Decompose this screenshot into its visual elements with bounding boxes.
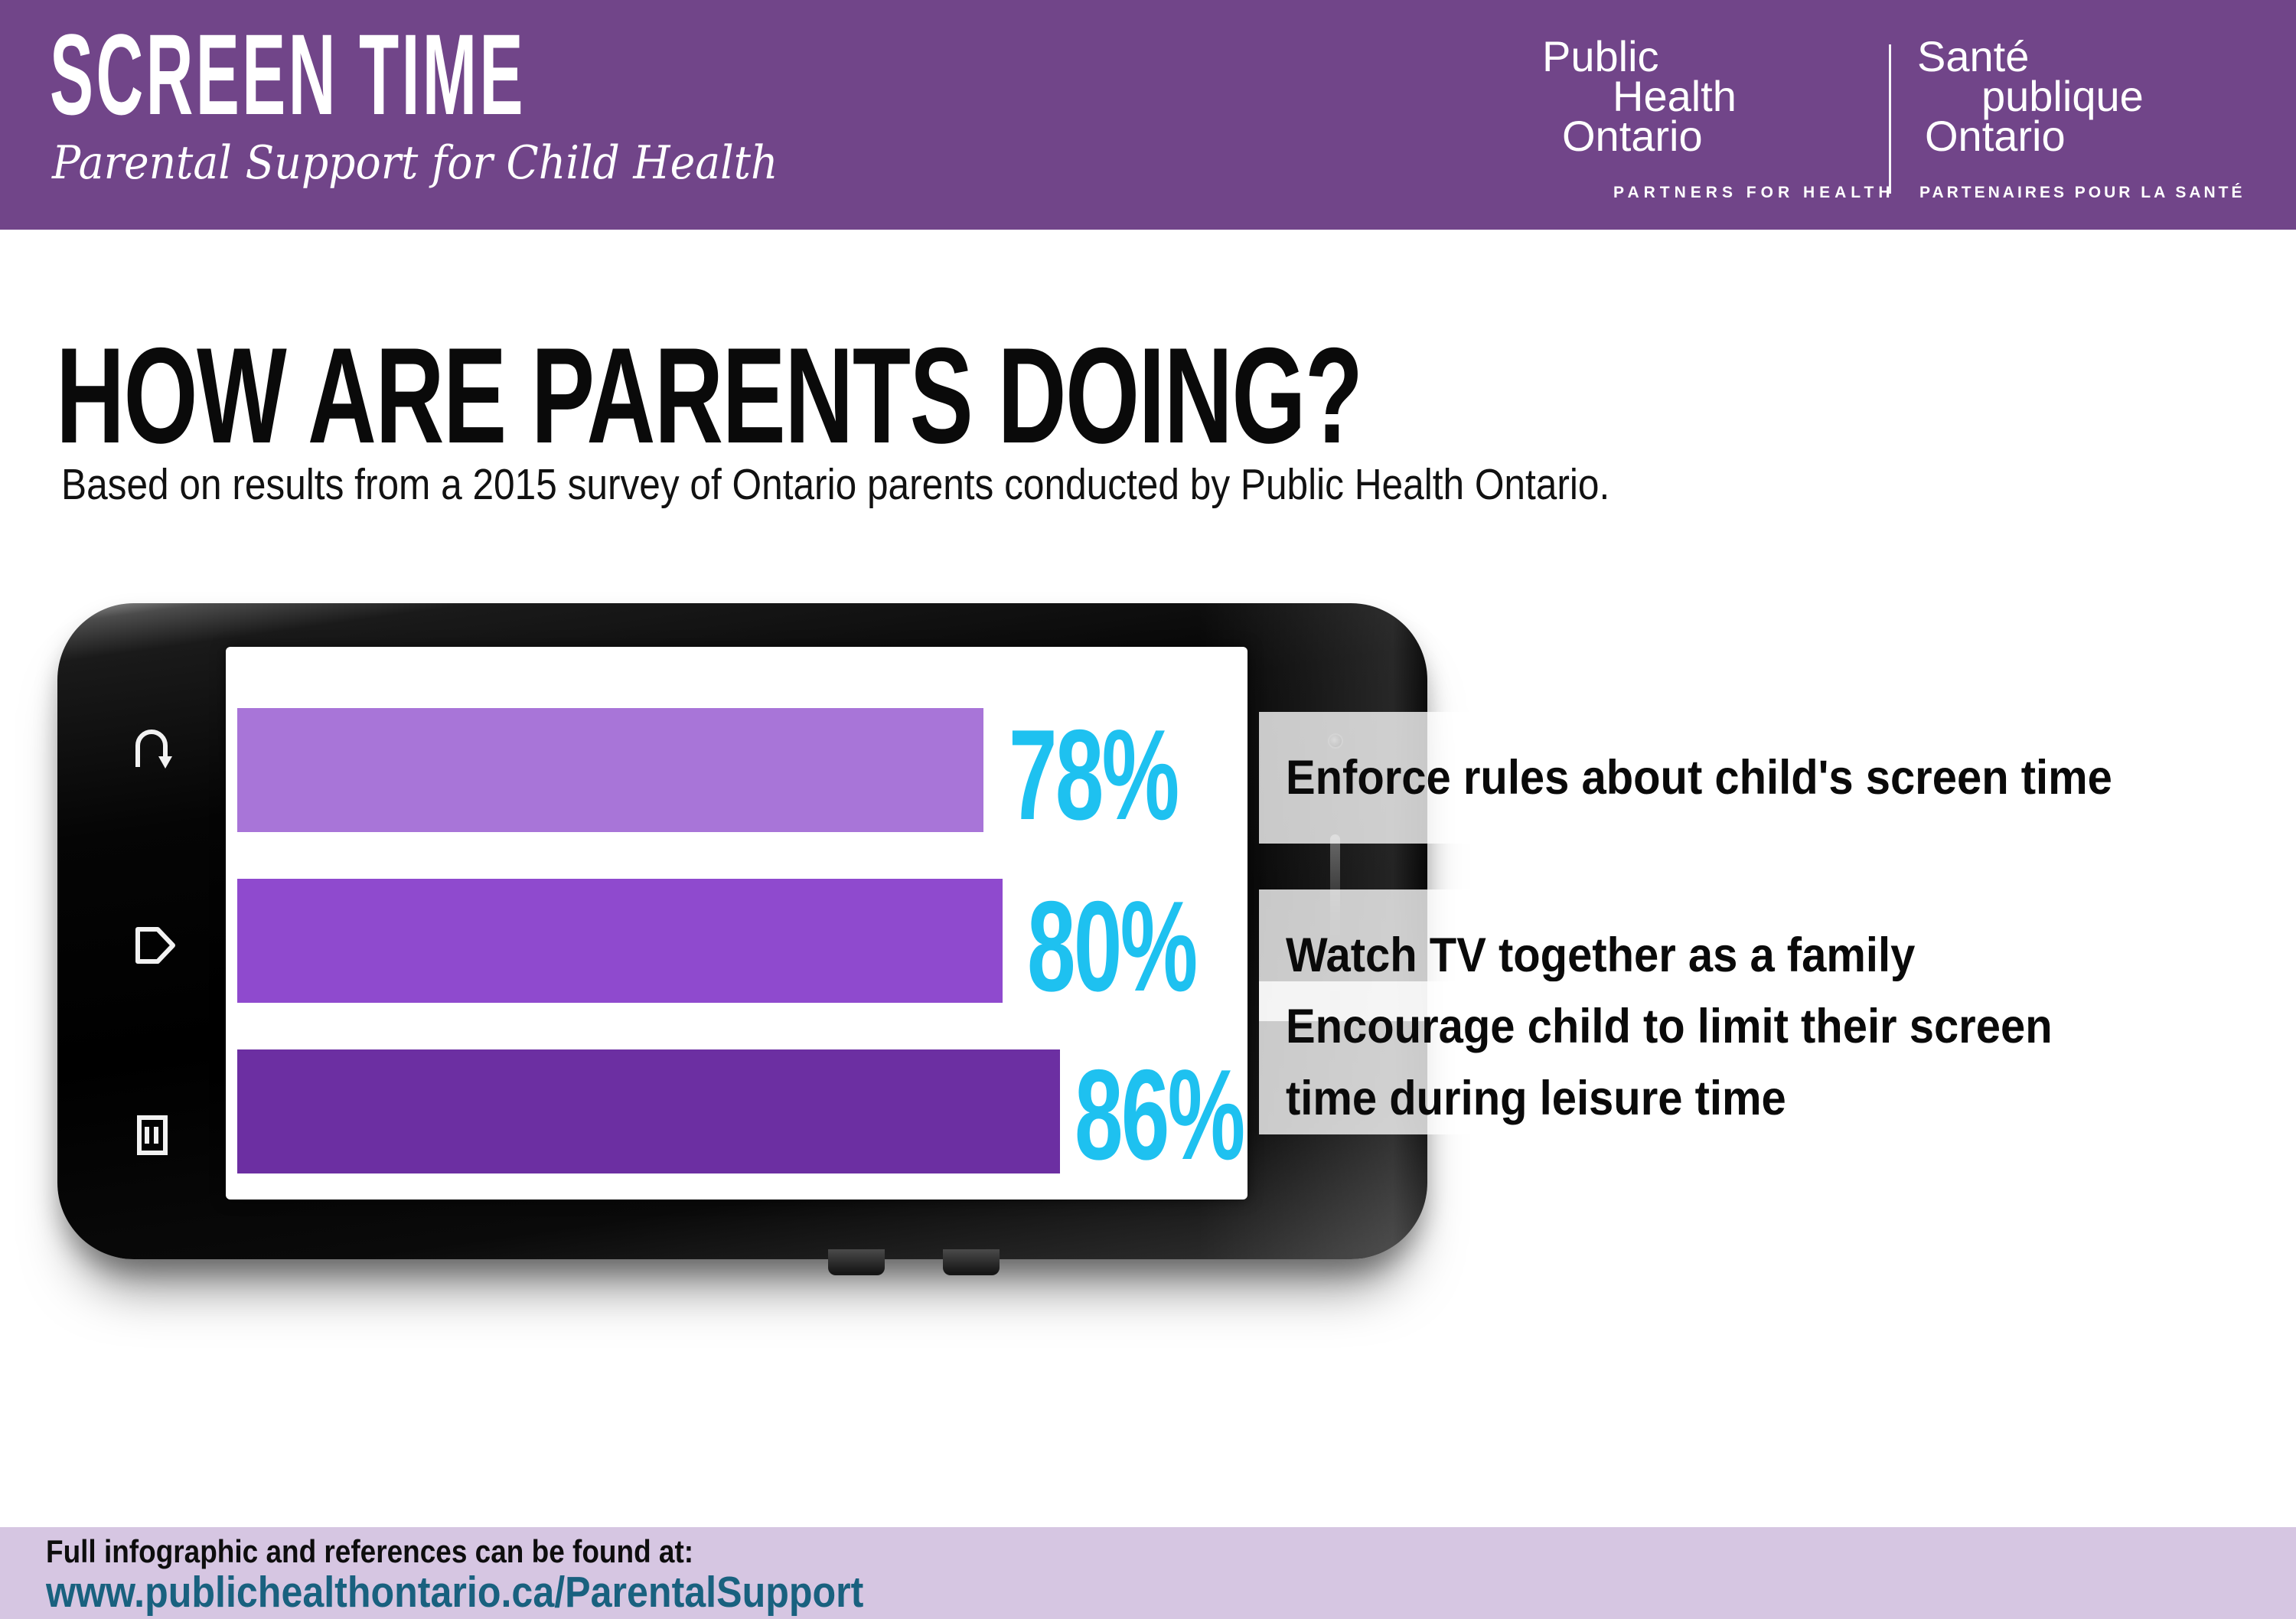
page-title: HOW ARE PARENTS DOING? [56,319,1363,472]
logo-french: Santé publique Ontario [1917,32,2144,160]
home-icon [129,920,179,974]
value-label-86: 86% [1075,1043,1245,1187]
category-label-watch-tv: Watch TV together as a family [1285,929,1916,982]
back-icon [129,727,176,783]
category-label-box: Enforce rules about child's screen time [1259,712,2263,844]
logo-en-line2: Health [1613,72,1737,120]
logo-en-tagline: PARTNERS FOR HEALTH [1613,184,1895,201]
footer-note: Full infographic and references can be f… [46,1533,694,1569]
logo-fr-line1: Santé [1917,32,2030,80]
logo-fr-tagline: PARTENAIRES POUR LA SANTÉ [1919,184,2245,201]
logo-fr-line3: Ontario [1925,112,2066,160]
logo-en-line1: Public [1542,32,1659,80]
header-banner: SCREEN TIME Parental Support for Child H… [0,0,2296,230]
category-label-encourage-limit: Encourage child to limit their screen ti… [1285,1000,2053,1125]
phone-power-button [943,1249,1000,1275]
brand-title: SCREEN TIME [50,10,526,139]
logo-divider-line [1889,44,1891,194]
footer-url-link[interactable]: www.publichealthontario.ca/ParentalSuppo… [46,1568,864,1617]
page-subtitle: Based on results from a 2015 survey of O… [61,460,1610,509]
footer-banner: Full infographic and references can be f… [0,1527,2296,1619]
brand-subtitle: Parental Support for Child Health [52,136,778,190]
recent-apps-icon [129,1111,173,1163]
category-label-box: Encourage child to limit their screen ti… [1259,981,2225,1134]
logo-en-line3: Ontario [1562,112,1703,160]
value-label-80: 80% [1027,874,1198,1018]
logo-fr-line2: publique [1981,72,2144,120]
public-health-ontario-logo: Public Health Ontario Santé publique Ont… [0,0,2296,230]
category-label-enforce-rules: Enforce rules about child's screen time [1285,751,2112,805]
bar-watch-tv [237,879,1003,1003]
bar-enforce-rules [237,708,983,832]
phone-volume-button [828,1249,885,1275]
logo-english: Public Health Ontario [1542,32,1737,160]
bar-encourage-limit [237,1049,1060,1173]
value-label-78: 78% [1009,703,1179,847]
